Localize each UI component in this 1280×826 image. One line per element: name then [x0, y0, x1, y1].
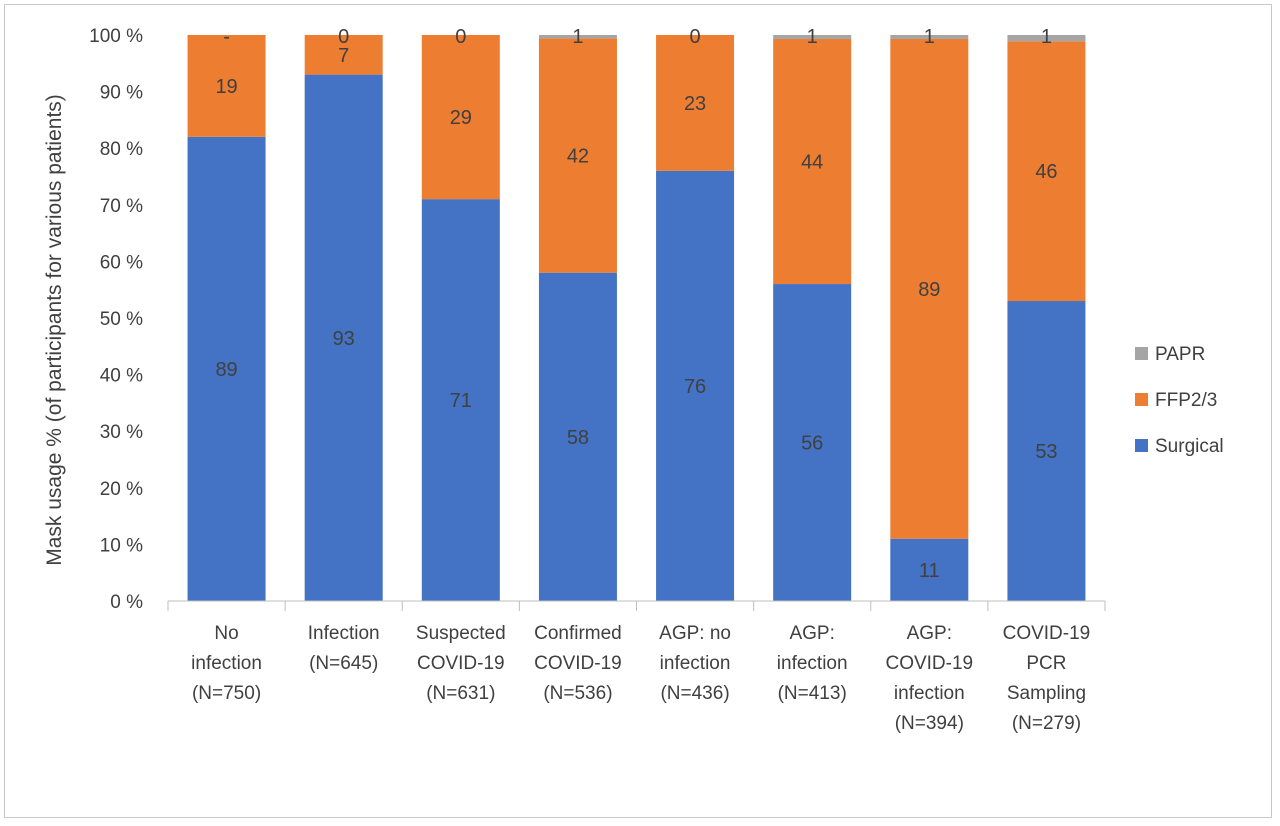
legend: PAPR FFP2/3 Surgical: [1135, 344, 1224, 457]
x-axis: [167, 600, 1106, 611]
data-label: 1: [807, 26, 818, 48]
bar-segment-papr: [890, 35, 969, 39]
bar-segment-surgical: [304, 74, 383, 602]
y-tick-label: 0 %: [110, 592, 143, 613]
y-tick-label: 40 %: [100, 366, 143, 387]
bar-segment-papr: [1007, 35, 1086, 42]
data-label: 19: [215, 76, 237, 98]
data-label: 1: [1041, 26, 1052, 48]
bar-segment-surgical: [656, 170, 735, 601]
data-label: 46: [1035, 161, 1057, 183]
data-label: 53: [1035, 441, 1057, 463]
y-axis-ticks: 0 % 10 % 20 % 30 % 40 % 50 % 60 % 70 % 80 % 90 % 1…: [89, 26, 143, 613]
data-label: 93: [333, 328, 355, 350]
data-label: 71: [450, 390, 472, 412]
y-tick-label: 100 %: [89, 26, 143, 47]
y-tick-label: 10 %: [100, 535, 143, 556]
y-tick-label: 50 %: [100, 309, 143, 330]
data-label: 29: [450, 107, 472, 129]
data-label: -: [223, 26, 230, 48]
category-label: Confirmed COVID-19 (N=536): [534, 623, 622, 704]
data-label: 56: [801, 433, 823, 455]
bar-segment-ffp2-3: [773, 38, 852, 285]
legend-label: PAPR: [1155, 344, 1205, 365]
data-label: 7: [338, 45, 349, 67]
category-label: Infection (N=645): [308, 623, 380, 674]
bar-segment-surgical: [421, 199, 500, 601]
data-label: 89: [918, 279, 940, 301]
data-label: 11: [919, 560, 940, 582]
y-tick-label: 60 %: [100, 252, 143, 273]
category-label: No infection (N=750): [191, 623, 262, 704]
data-label: 44: [801, 152, 823, 174]
bars: [187, 35, 1086, 602]
legend-swatch: [1135, 347, 1148, 360]
bar-segment-surgical: [187, 136, 266, 601]
bar-segment-ffp2-3: [304, 35, 383, 75]
legend-swatch: [1135, 439, 1148, 452]
bar-segment-surgical: [773, 284, 852, 601]
bar-segment-ffp2-3: [538, 38, 617, 273]
bar-segment-surgical: [538, 272, 617, 601]
stacked-bar-chart: Mask usage % (of participants for variou…: [43, 26, 1224, 734]
category-labels: No infection (N=750) Infection (N=645) Suspec…: [191, 623, 1090, 734]
data-label: 0: [455, 26, 466, 48]
data-label: 76: [684, 376, 706, 398]
data-label: 1: [572, 26, 583, 48]
category-label: Suspected COVID-19 (N=631): [416, 623, 506, 704]
category-label: AGP: no infection (N=436): [659, 623, 731, 704]
chart-frame: Mask usage % (of participants for variou…: [4, 4, 1272, 818]
bar-segment-surgical: [890, 538, 969, 601]
legend-label: Surgical: [1155, 436, 1224, 457]
legend-label: FFP2/3: [1155, 390, 1217, 411]
bar-segment-papr: [773, 35, 852, 39]
category-label: COVID-19 PCR Sampling (N=279): [1003, 623, 1091, 734]
y-axis-title-group: Mask usage % (of participants for variou…: [43, 94, 66, 566]
data-label: 1: [924, 26, 935, 48]
y-tick-label: 30 %: [100, 422, 143, 443]
y-tick-label: 70 %: [100, 196, 143, 217]
bar-segment-ffp2-3: [421, 35, 500, 200]
bar-segment-ffp2-3: [890, 38, 969, 539]
y-tick-label: 90 %: [100, 83, 143, 104]
bar-segment-ffp2-3: [1007, 41, 1086, 302]
data-label: 23: [684, 93, 706, 115]
y-tick-label: 20 %: [100, 479, 143, 500]
data-label: 58: [567, 427, 589, 449]
data-label: 0: [338, 26, 349, 48]
bar-segment-surgical: [1007, 301, 1086, 601]
y-tick-label: 80 %: [100, 139, 143, 160]
data-label: 42: [567, 146, 589, 168]
legend-swatch: [1135, 393, 1148, 406]
category-label: AGP: infection (N=413): [777, 623, 848, 704]
bar-segment-ffp2-3: [187, 35, 266, 137]
y-axis-title: Mask usage % (of participants for variou…: [43, 94, 66, 566]
bar-segment-ffp2-3: [656, 35, 735, 171]
data-label: 0: [690, 26, 701, 48]
bar-segment-papr: [538, 35, 617, 39]
data-label: 89: [215, 359, 237, 381]
category-label: AGP: COVID-19 infection (N=394): [885, 623, 973, 734]
